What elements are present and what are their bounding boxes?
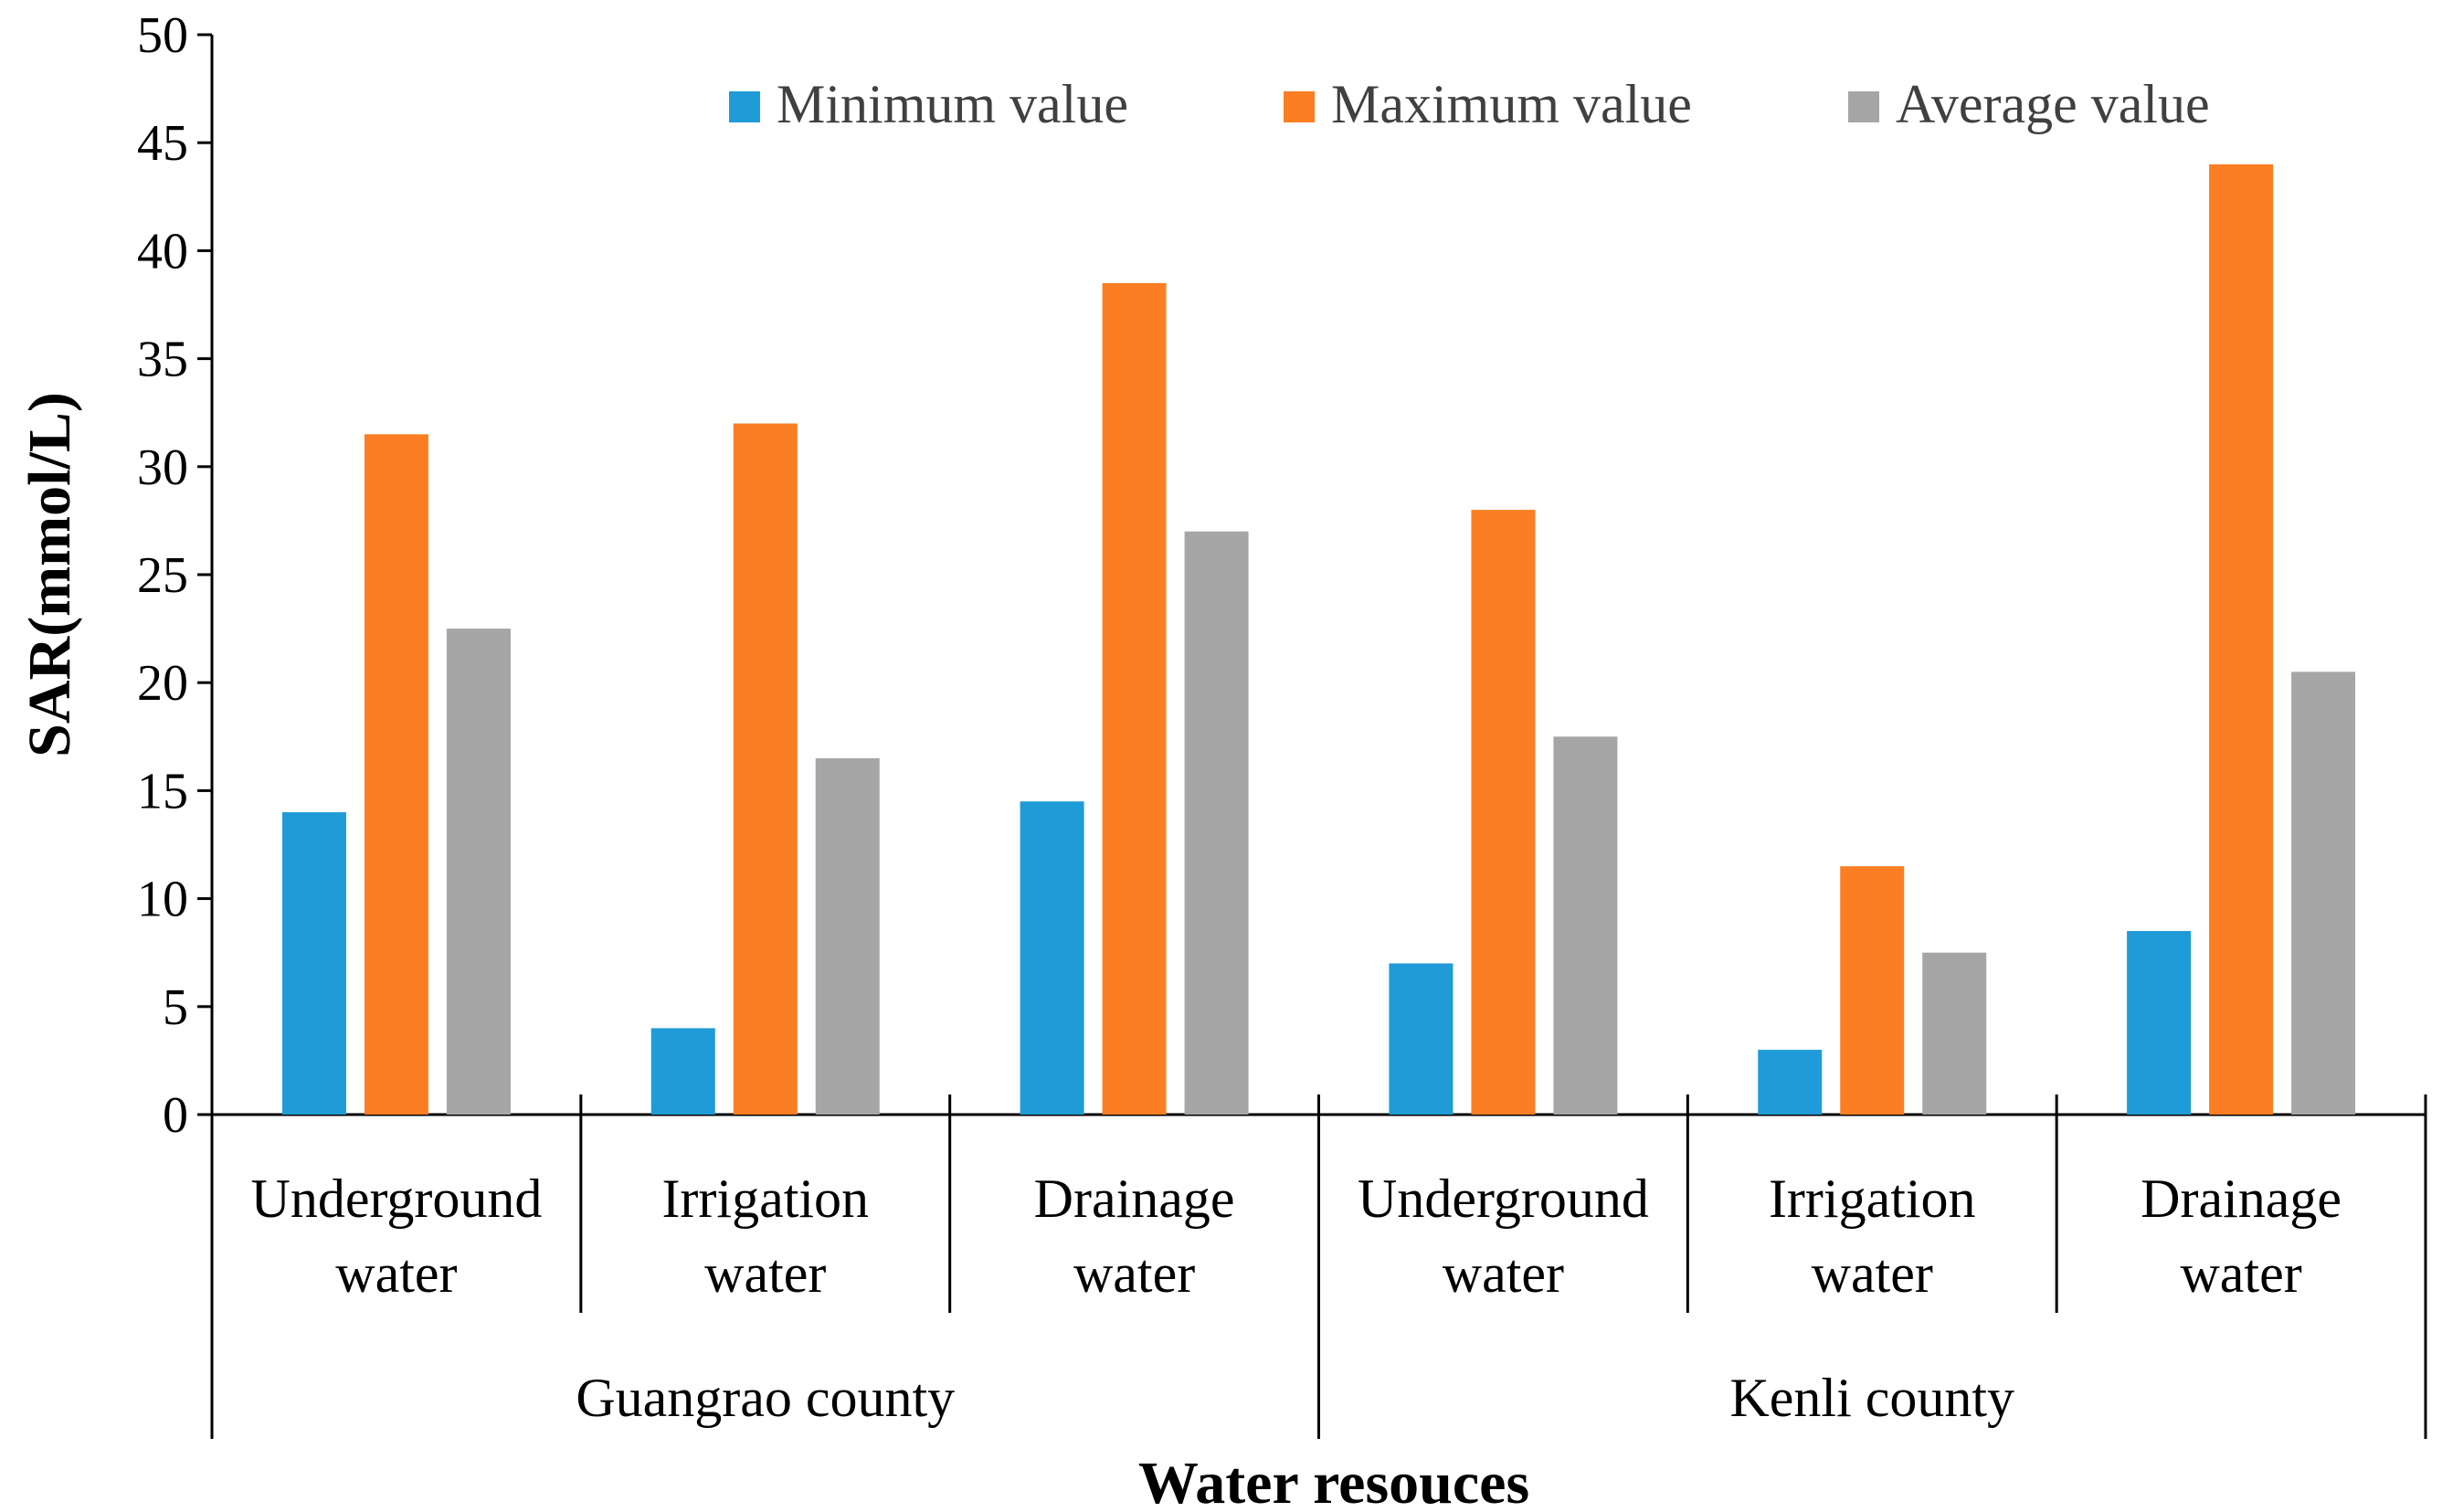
group-label-kenli-county: Kenli county (1729, 1368, 2014, 1428)
bar-maximum-value-guangrao-county-irrigation-water (733, 423, 798, 1115)
bar-average-value-kenli-county-irrigation-water (1922, 952, 1987, 1115)
category-label-guangrao-county-irrigation-water-line-1: water (704, 1243, 826, 1304)
y-tick-label-45: 45 (137, 115, 188, 172)
category-label-kenli-county-underground-water-line-1: water (1443, 1243, 1564, 1304)
y-tick-label-35: 35 (137, 332, 188, 388)
category-label-guangrao-county-irrigation-water-line-0: Irrigation (661, 1168, 869, 1229)
axes: 0 5 10 15 20 25 30 35 40 45 50 (137, 7, 2427, 1439)
y-tick-label-15: 15 (137, 763, 188, 819)
category-label-kenli-county-drainage-water-line-1: water (2180, 1243, 2301, 1304)
bar-minimum-value-guangrao-county-underground-water (281, 812, 346, 1115)
bar-average-value-guangrao-county-underground-water (446, 629, 511, 1115)
bar-maximum-value-kenli-county-irrigation-water (1840, 866, 1905, 1115)
bars (281, 164, 2356, 1115)
bar-average-value-guangrao-county-drainage-water (1184, 531, 1249, 1115)
bar-maximum-value-guangrao-county-drainage-water (1102, 282, 1167, 1115)
legend: Minimum value Maximum value Average value (729, 74, 2210, 134)
category-label-guangrao-county-underground-water-line-1: water (335, 1243, 457, 1304)
category-label-guangrao-county-drainage-water-line-0: Drainage (1034, 1168, 1235, 1229)
bar-minimum-value-kenli-county-drainage-water (2127, 931, 2192, 1115)
bar-maximum-value-kenli-county-underground-water (1471, 510, 1536, 1115)
legend-swatch-average-value (1848, 91, 1879, 122)
y-tick-label-25: 25 (137, 547, 188, 604)
bar-maximum-value-kenli-county-drainage-water (2209, 164, 2274, 1115)
legend-label-minimum-value: Minimum value (777, 74, 1128, 134)
category-label-kenli-county-irrigation-water-line-1: water (1812, 1243, 1933, 1304)
legend-swatch-maximum-value (1284, 91, 1315, 122)
category-label-kenli-county-drainage-water-line-0: Drainage (2141, 1168, 2342, 1229)
legend-label-maximum-value: Maximum value (1331, 74, 1692, 134)
bar-average-value-kenli-county-drainage-water (2291, 671, 2356, 1115)
category-label-kenli-county-irrigation-water-line-0: Irrigation (1769, 1168, 1976, 1229)
category-label-guangrao-county-underground-water-line-0: Underground (250, 1168, 542, 1229)
y-axis-title: SAR(mmol/L) (16, 392, 83, 757)
y-tick-label-30: 30 (137, 439, 188, 496)
group-label-guangrao-county: Guangrao county (576, 1368, 955, 1428)
bar-minimum-value-guangrao-county-irrigation-water (650, 1028, 715, 1115)
y-tick-label-20: 20 (137, 655, 188, 712)
legend-swatch-minimum-value (729, 91, 760, 122)
y-tick-label-10: 10 (137, 872, 188, 928)
y-tick-label-5: 5 (163, 979, 188, 1036)
bar-minimum-value-kenli-county-irrigation-water (1758, 1050, 1823, 1115)
bar-minimum-value-guangrao-county-drainage-water (1020, 801, 1084, 1115)
category-label-kenli-county-underground-water-line-0: Underground (1358, 1168, 1649, 1229)
category-label-guangrao-county-drainage-water-line-1: water (1073, 1243, 1195, 1304)
legend-label-average-value: Average value (1896, 74, 2210, 134)
bar-average-value-guangrao-county-irrigation-water (815, 757, 880, 1115)
y-tick-label-50: 50 (137, 7, 188, 64)
y-tick-label-40: 40 (137, 223, 188, 280)
x-axis-title: Water resouces (1138, 1450, 1529, 1512)
bar-minimum-value-kenli-county-underground-water (1389, 963, 1454, 1115)
bar-average-value-kenli-county-underground-water (1553, 736, 1618, 1115)
y-tick-label-0: 0 (163, 1087, 188, 1144)
axis-labels: Underground water Irrigation water Drainage w… (16, 392, 2342, 1512)
bar-maximum-value-guangrao-county-underground-water (364, 434, 428, 1115)
